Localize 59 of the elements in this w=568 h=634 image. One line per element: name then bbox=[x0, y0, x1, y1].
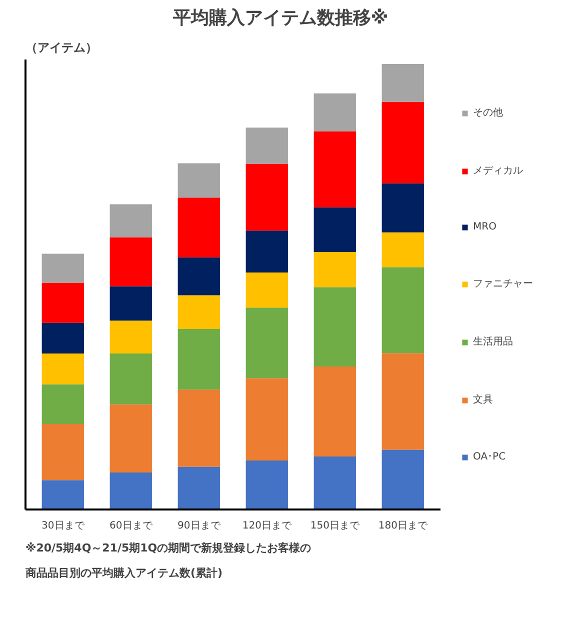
bar bbox=[42, 424, 84, 480]
x-tick-label: 60日まで bbox=[110, 520, 154, 532]
bar bbox=[314, 252, 356, 288]
bar bbox=[314, 93, 356, 132]
x-tick-label: 90日まで bbox=[178, 520, 222, 532]
bar bbox=[110, 404, 152, 473]
bar bbox=[314, 456, 356, 510]
bar bbox=[42, 282, 84, 323]
bar bbox=[110, 204, 152, 238]
text: ※20/5期4Q～21/5期1Qの期間で新規登録したお客様の bbox=[26, 542, 312, 554]
text: 商品品目別の平均購入アイテム数(累計) bbox=[24, 566, 223, 580]
legend-label: その他 bbox=[473, 106, 503, 120]
bar bbox=[42, 480, 84, 510]
bar bbox=[110, 237, 152, 286]
legend-label: 生活用品 bbox=[473, 335, 513, 348]
bar bbox=[110, 320, 152, 354]
bar bbox=[178, 295, 220, 330]
bar bbox=[314, 366, 356, 456]
bar bbox=[382, 232, 424, 268]
bar bbox=[314, 131, 356, 208]
bar bbox=[246, 378, 288, 460]
y-axis-title: （アイテム） bbox=[26, 40, 98, 54]
legend-label: OA･PC bbox=[473, 450, 506, 462]
bar bbox=[382, 183, 424, 232]
bar bbox=[178, 163, 220, 198]
bar bbox=[314, 207, 356, 252]
bar bbox=[110, 472, 152, 510]
bar bbox=[110, 286, 152, 321]
x-tick-label: 120日まで bbox=[242, 520, 292, 532]
bar bbox=[42, 322, 84, 354]
bar bbox=[314, 287, 356, 366]
bar bbox=[382, 267, 424, 354]
bar bbox=[246, 308, 288, 378]
x-tick-label: 30日まで bbox=[42, 520, 86, 532]
bar bbox=[42, 254, 84, 283]
bar bbox=[42, 354, 84, 384]
x-tick-label: 150日まで bbox=[310, 520, 360, 532]
bar bbox=[382, 64, 424, 102]
bar bbox=[178, 466, 220, 510]
legend-label: MRO bbox=[473, 222, 496, 232]
chart-title: 平均購入アイテム数推移※ bbox=[172, 8, 388, 28]
bar bbox=[382, 353, 424, 450]
bar bbox=[382, 102, 424, 184]
legend-label: 文具 bbox=[473, 393, 493, 406]
x-tick-label: 180日まで bbox=[378, 520, 428, 532]
bar bbox=[178, 257, 220, 296]
bar bbox=[246, 272, 288, 308]
bar bbox=[178, 390, 220, 467]
legend-label: メディカル bbox=[473, 164, 523, 178]
bar bbox=[178, 198, 220, 258]
bar bbox=[178, 329, 220, 390]
legend-label: ファニチャー bbox=[473, 278, 533, 290]
bar bbox=[382, 450, 424, 510]
bar bbox=[110, 354, 152, 404]
bar bbox=[246, 230, 288, 272]
bar bbox=[246, 128, 288, 164]
bar bbox=[246, 164, 288, 231]
bar bbox=[246, 460, 288, 510]
bar bbox=[42, 384, 84, 424]
